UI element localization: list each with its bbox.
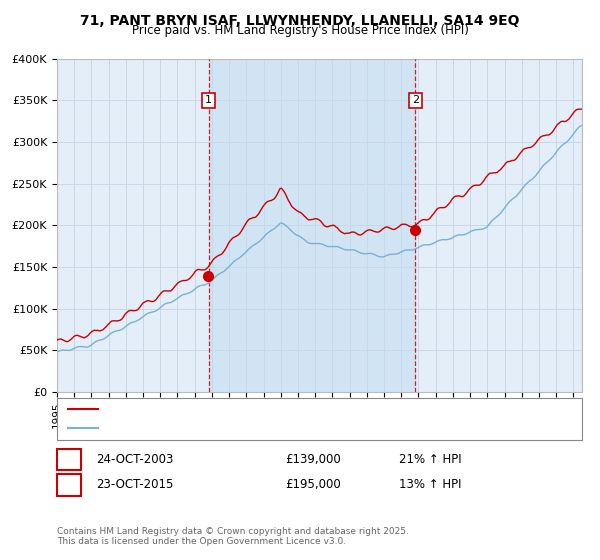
Text: 1: 1 — [205, 95, 212, 105]
Text: £195,000: £195,000 — [285, 478, 341, 492]
Bar — [209, 59, 415, 392]
Text: Price paid vs. HM Land Registry's House Price Index (HPI): Price paid vs. HM Land Registry's House … — [131, 24, 469, 37]
Text: 2: 2 — [65, 478, 73, 492]
Text: 21% ↑ HPI: 21% ↑ HPI — [399, 453, 461, 466]
Text: 2: 2 — [412, 95, 419, 105]
Text: 1: 1 — [65, 453, 73, 466]
Text: HPI: Average price, detached house, Carmarthenshire: HPI: Average price, detached house, Carm… — [104, 423, 385, 433]
Text: Contains HM Land Registry data © Crown copyright and database right 2025.
This d: Contains HM Land Registry data © Crown c… — [57, 526, 409, 546]
Text: 71, PANT BRYN ISAF, LLWYNHENDY, LLANELLI, SA14 9EQ (detached house): 71, PANT BRYN ISAF, LLWYNHENDY, LLANELLI… — [104, 404, 492, 414]
Text: 71, PANT BRYN ISAF, LLWYNHENDY, LLANELLI, SA14 9EQ: 71, PANT BRYN ISAF, LLWYNHENDY, LLANELLI… — [80, 14, 520, 28]
Text: 24-OCT-2003: 24-OCT-2003 — [96, 453, 173, 466]
Text: 23-OCT-2015: 23-OCT-2015 — [96, 478, 173, 492]
Text: £139,000: £139,000 — [285, 453, 341, 466]
Text: 13% ↑ HPI: 13% ↑ HPI — [399, 478, 461, 492]
